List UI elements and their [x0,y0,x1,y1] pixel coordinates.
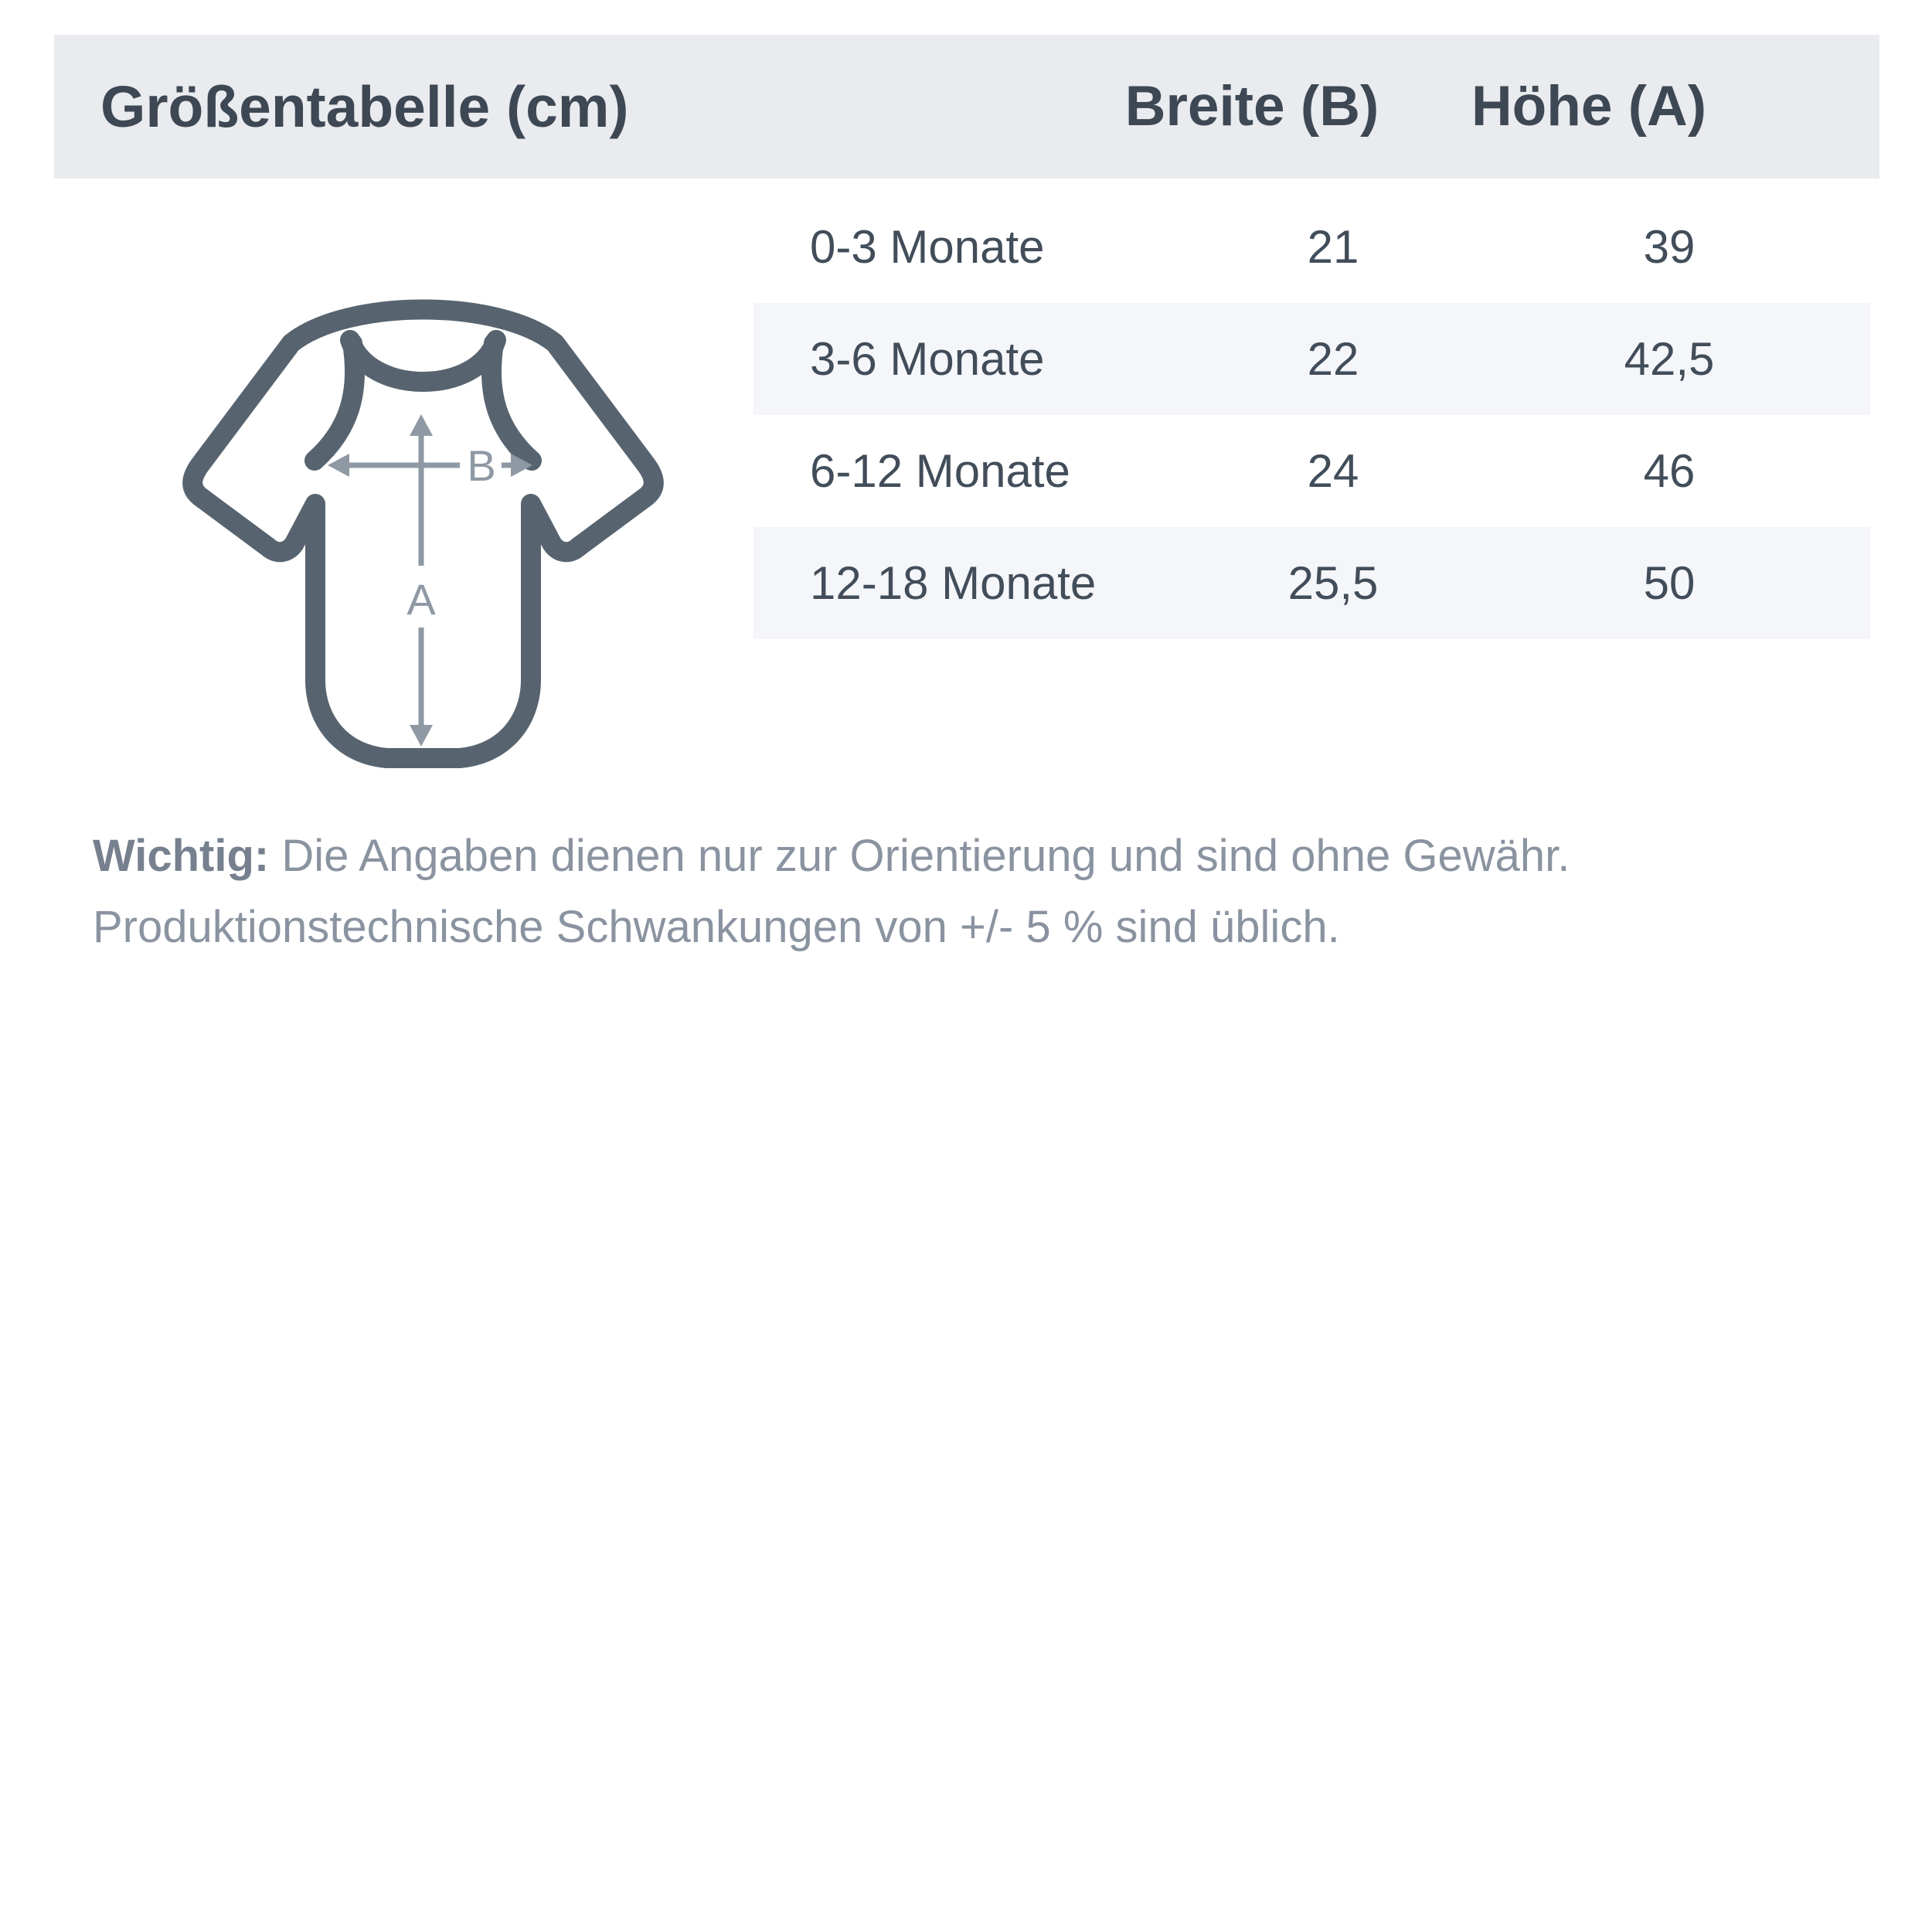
row-hoehe-value: 50 [1643,557,1696,609]
row-hoehe-value: 39 [1643,221,1696,273]
disclaimer-bold-prefix: Wichtig: [93,831,270,881]
table-row: 12-18 Monate 25,5 50 [753,527,1870,639]
row-hoehe-value: 42,5 [1624,333,1715,385]
disclaimer-line1: Die Angaben dienen nur zur Orientierung … [281,831,1570,881]
disclaimer-note: Wichtig: Die Angaben dienen nur zur Orie… [93,821,1855,963]
row-breite-value: 25,5 [1287,557,1379,609]
arrow-down-icon [410,725,433,747]
row-label: 12-18 Monate [810,557,1097,609]
column-header-breite: Breite (B) [1124,75,1379,138]
table-row: 6-12 Monate 24 46 [753,415,1870,527]
row-breite-value: 24 [1307,445,1359,497]
disclaimer-line2: Produktionstechnische Schwankungen von +… [93,902,1340,952]
row-label: 3-6 Monate [810,333,1045,385]
row-breite-value: 21 [1307,221,1359,273]
column-header-hoehe: Höhe (A) [1471,75,1707,138]
baby-bodysuit-diagram: A B [182,299,664,768]
row-breite-value: 22 [1307,333,1359,385]
measurement-arrows: A B [328,414,532,747]
row-label: 6-12 Monate [810,445,1070,497]
page-title: Größentabelle (cm) [100,74,629,139]
arrow-right-icon [511,454,532,477]
table-row: 0-3 Monate 21 39 [753,191,1870,303]
height-measure-label: A [406,575,436,624]
width-measure-label: B [467,441,495,490]
arrow-up-icon [410,414,433,436]
arrow-left-icon [328,454,349,477]
table-row: 3-6 Monate 22 42,5 [753,303,1870,415]
row-label: 0-3 Monate [810,221,1045,273]
row-hoehe-value: 46 [1643,445,1696,497]
table-header-bar: Größentabelle (cm) Breite (B) Höhe (A) [54,35,1879,179]
